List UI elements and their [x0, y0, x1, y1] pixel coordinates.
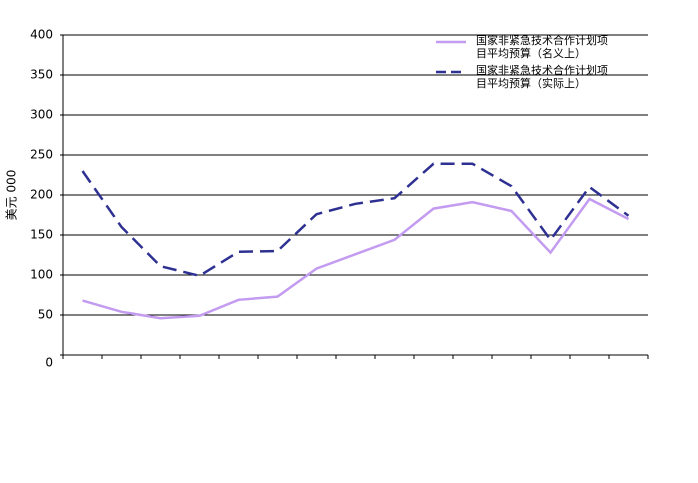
- y-tick-label: 150: [30, 228, 53, 242]
- y-tick-label: 350: [30, 68, 53, 82]
- legend-entry: 国家非紧急技术合作计划项目平均预算（实际上）: [476, 64, 608, 90]
- y-axis-label: 美元 000: [5, 170, 19, 221]
- y-tick-label: 300: [30, 108, 53, 122]
- y-tick-label: 50: [38, 308, 53, 322]
- y-tick-label: 100: [30, 268, 53, 282]
- legend-label: 国家非紧急技术合作计划项目平均预算（名义上）: [476, 34, 608, 60]
- legend-entry: 国家非紧急技术合作计划项目平均预算（名义上）: [476, 34, 608, 60]
- series-line: [82, 197, 630, 320]
- y-tick-label: 0: [45, 356, 53, 370]
- y-tick-label: 200: [30, 188, 53, 202]
- legend-label: 国家非紧急技术合作计划项目平均预算（实际上）: [476, 64, 608, 90]
- series-line: [81, 162, 630, 278]
- y-tick-label: 250: [30, 148, 53, 162]
- y-tick-label: 400: [30, 28, 53, 42]
